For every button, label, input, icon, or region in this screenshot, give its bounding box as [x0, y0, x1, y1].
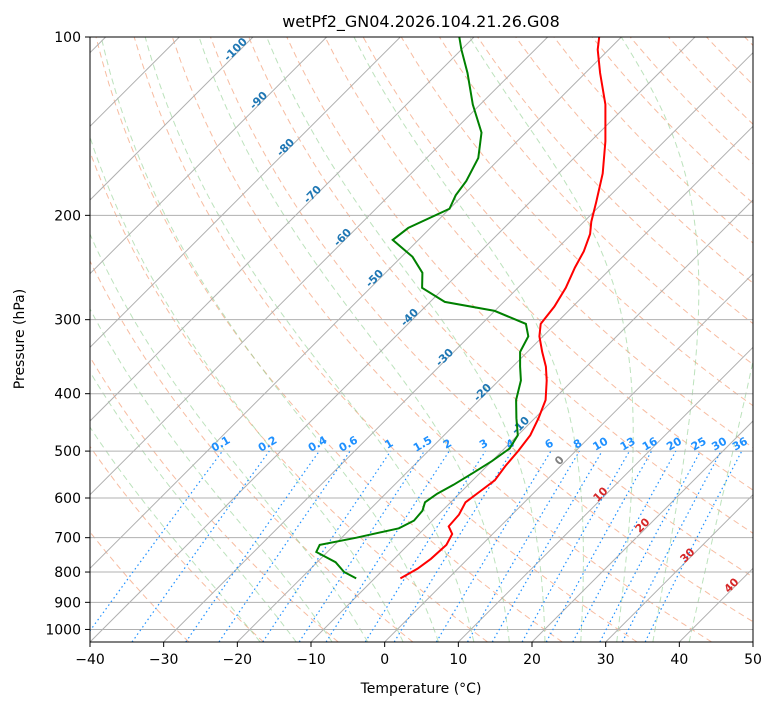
temperature-line	[399, 37, 607, 580]
x-axis-title: Temperature (°C)	[360, 681, 482, 697]
mixing-ratio-line	[364, 450, 486, 642]
moist-adiabat	[688, 358, 753, 642]
isotherm-line	[90, 37, 622, 570]
isotherm-line	[90, 37, 475, 422]
isotherm-line	[163, 51, 753, 642]
dry-adiabat	[515, 37, 753, 284]
moist-adiabats	[90, 37, 753, 642]
dry-adiabat	[171, 37, 712, 642]
dry-adiabat	[90, 259, 414, 642]
y-tick-label: 800	[54, 565, 81, 581]
y-tick-label: 500	[54, 444, 81, 460]
mixing-ratio-line	[218, 450, 351, 642]
isotherm-line	[90, 37, 328, 275]
isotherm-line	[384, 272, 753, 642]
dry-adiabat	[133, 37, 638, 642]
moist-adiabat	[90, 232, 369, 642]
x-tick-label: 40	[670, 652, 688, 668]
mixing-ratio-lines	[90, 450, 743, 642]
plot-frame	[89, 36, 754, 643]
dry-adiabat	[90, 445, 264, 642]
x-tick-label: 30	[597, 652, 615, 668]
dry-adiabat	[248, 37, 753, 578]
mixing-ratio-line	[185, 450, 320, 642]
isotherm-line	[90, 37, 696, 642]
y-axis: 100 200 300 400 500 600 700 800 900 1000	[45, 30, 90, 638]
y-tick-label: 100	[54, 30, 81, 46]
y-tick-label: 400	[54, 387, 81, 403]
moist-adiabat	[90, 308, 333, 642]
mixing-ratio-line	[393, 450, 513, 642]
dry-adiabat	[324, 37, 753, 491]
mixing-ratio-line	[572, 450, 677, 642]
x-tick-label: 20	[523, 652, 541, 668]
y-tick-label: 900	[54, 595, 81, 611]
x-tick-label: −40	[75, 652, 105, 668]
moist-adiabat	[90, 135, 404, 642]
chart-title: wetPf2_GN04.2026.104.21.26.G08	[282, 12, 560, 32]
background-lines	[90, 37, 753, 642]
isotherms	[90, 37, 753, 642]
mixing-ratio-line	[466, 450, 580, 642]
x-tick-label: −20	[223, 652, 253, 668]
mixing-ratio-line	[325, 450, 450, 642]
x-tick-label: −30	[149, 652, 179, 668]
y-axis-title: Pressure (hPa)	[12, 289, 28, 389]
y-tick-label: 1000	[45, 622, 81, 638]
isotherm-line	[457, 346, 753, 642]
y-tick-label: 300	[54, 313, 81, 329]
mixing-ratio-line	[298, 450, 425, 642]
moist-adiabat	[620, 37, 700, 642]
isotherm-line	[310, 199, 753, 642]
x-tick-label: 0	[380, 652, 389, 668]
dry-adiabat	[95, 37, 563, 642]
moist-adiabat	[90, 370, 297, 642]
moist-adiabat	[144, 37, 475, 642]
isotherm-line	[90, 37, 549, 496]
x-tick-label: 50	[744, 652, 762, 668]
isotherm-line	[531, 420, 753, 642]
x-tick-label: 10	[449, 652, 467, 668]
mixing-ratio-line	[435, 450, 552, 642]
y-tick-label: 200	[54, 208, 81, 224]
y-tick-label: 600	[54, 491, 81, 507]
dry-adiabat	[210, 37, 753, 623]
dewpoint-line	[314, 37, 530, 580]
moist-adiabat	[198, 37, 510, 642]
isotherm-line	[90, 37, 254, 201]
sounding-profiles	[314, 37, 607, 580]
isotherm-line	[90, 37, 401, 349]
moist-adiabat	[266, 37, 546, 642]
x-tick-label: −10	[296, 652, 326, 668]
isobars	[90, 37, 753, 630]
moist-adiabat	[100, 37, 439, 642]
dry-adiabat	[286, 37, 753, 534]
isotherm-line	[605, 493, 753, 642]
x-axis: −40 −30 −20 −10 0 10 20 30 40 50	[75, 642, 762, 668]
moist-adiabat	[90, 426, 261, 642]
y-tick-label: 700	[54, 531, 81, 547]
mixing-ratio-line	[262, 450, 392, 642]
mixing-ratio-line	[599, 450, 702, 642]
moist-adiabat	[353, 37, 584, 642]
